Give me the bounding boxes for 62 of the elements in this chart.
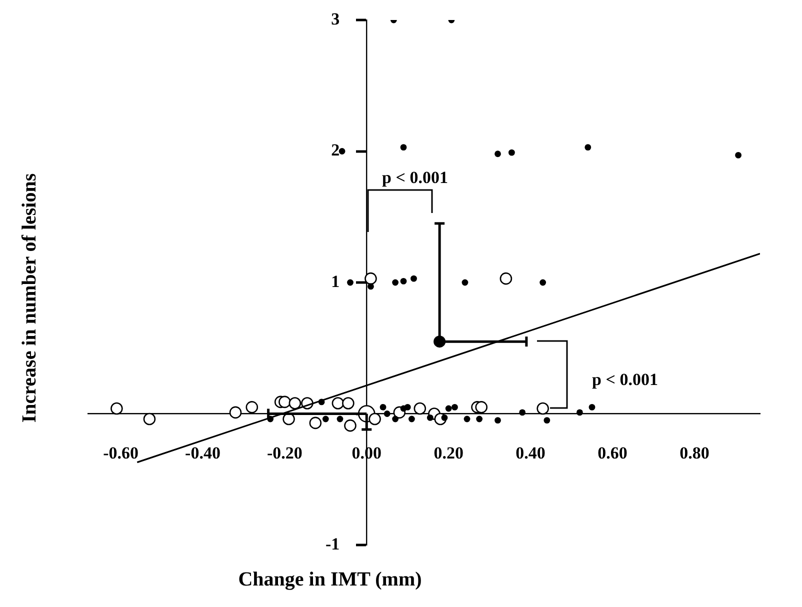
- annotation: p < 0.001: [592, 370, 658, 390]
- point: [536, 402, 549, 415]
- point: [347, 279, 354, 286]
- x-axis-title: Change in IMT (mm): [238, 568, 422, 592]
- point: [400, 278, 407, 284]
- point: [246, 401, 258, 414]
- x-tick-label: -0.20: [266, 443, 302, 462]
- point: [462, 279, 468, 286]
- x-tick-label: -0.60: [103, 443, 138, 462]
- point: [380, 404, 386, 410]
- point: [322, 416, 329, 422]
- point: [344, 419, 356, 432]
- point: [464, 416, 470, 422]
- point: [500, 272, 512, 285]
- point: [588, 404, 596, 410]
- point: [143, 412, 156, 426]
- point: [576, 409, 583, 416]
- point: [288, 397, 302, 410]
- point: [410, 275, 417, 282]
- point: [338, 148, 346, 154]
- point: [392, 279, 399, 286]
- point: [476, 416, 483, 422]
- x-tick-label: -0.40: [185, 443, 220, 462]
- x-tick-label: 0.40: [516, 443, 546, 462]
- y-axis-title: Increase in number of lesions: [18, 173, 42, 423]
- x-tick-label: 0.60: [598, 443, 628, 462]
- point: [519, 409, 526, 416]
- point: [384, 410, 390, 417]
- point: [110, 402, 123, 415]
- point: [544, 417, 550, 424]
- point: [404, 404, 411, 410]
- y-tick-label: 1: [331, 272, 340, 291]
- y-tick-label: -1: [325, 534, 340, 554]
- x-tick-label: 0.80: [680, 443, 710, 462]
- point: [309, 416, 322, 430]
- y-tick-label: 2: [331, 140, 340, 160]
- annotation: p < 0.001: [382, 168, 448, 188]
- x-tick-label: 0.20: [434, 443, 464, 462]
- point: [368, 412, 381, 426]
- point: [508, 149, 515, 156]
- point: [475, 401, 488, 414]
- point: [364, 272, 377, 285]
- y-tick-label: 3: [331, 9, 340, 28]
- point: [494, 417, 501, 424]
- point: [452, 404, 458, 410]
- point: [278, 396, 291, 408]
- point: [445, 405, 452, 412]
- point: [332, 397, 344, 410]
- point: [368, 283, 374, 290]
- point: [441, 414, 448, 421]
- point: [392, 416, 399, 422]
- point: [229, 406, 242, 419]
- point: [414, 402, 426, 415]
- point: [400, 144, 407, 151]
- point: [584, 144, 592, 151]
- point: [494, 150, 501, 158]
- point: [540, 279, 546, 286]
- point: [342, 397, 354, 410]
- point: [408, 416, 415, 422]
- point: [426, 414, 434, 421]
- point: [336, 416, 344, 422]
- point: [735, 152, 742, 158]
